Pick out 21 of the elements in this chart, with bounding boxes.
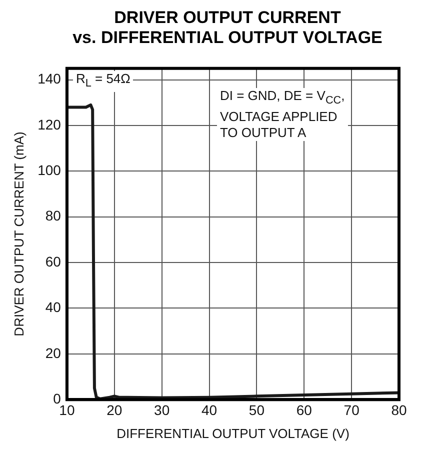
x-axis-title: DIFFERENTIAL OUTPUT VOLTAGE (V) — [116, 426, 350, 441]
y-tick-label: 20 — [45, 344, 62, 361]
annotation: DI = GND, DE = V$_{CC}$, VOLTAGE APPLIED TO OUTPUT A — [216, 88, 348, 141]
x-tick-label: 40 — [201, 402, 218, 418]
x-tick-label: 20 — [106, 402, 122, 418]
chart-title: DRIVER OUTPUT CURRENT vs. DIFFERENTIAL OUTPUT VOLTAGE — [72, 8, 384, 48]
x-tick-label: 60 — [296, 402, 312, 418]
y-axis-title: DRIVER OUTPUT CURRENT (mA) — [11, 132, 26, 336]
x-tick-label: 80 — [391, 402, 407, 418]
x-tick-label: 30 — [154, 402, 170, 418]
x-tick-label: 70 — [344, 402, 360, 418]
y-tick-label: 80 — [45, 208, 62, 224]
y-tick-label: 40 — [45, 299, 62, 316]
annotation: R$_{L}$ = 54Ω — [72, 71, 134, 92]
y-tick-label: 0 — [53, 390, 62, 406]
y-tick-label: 120 — [38, 116, 62, 132]
y-tick-label: 100 — [38, 162, 62, 178]
x-tick-label: 50 — [248, 402, 265, 418]
y-tick-label: 60 — [45, 253, 62, 270]
x-tick-label: 10 — [59, 402, 75, 418]
y-tick-label: 140 — [38, 70, 62, 87]
